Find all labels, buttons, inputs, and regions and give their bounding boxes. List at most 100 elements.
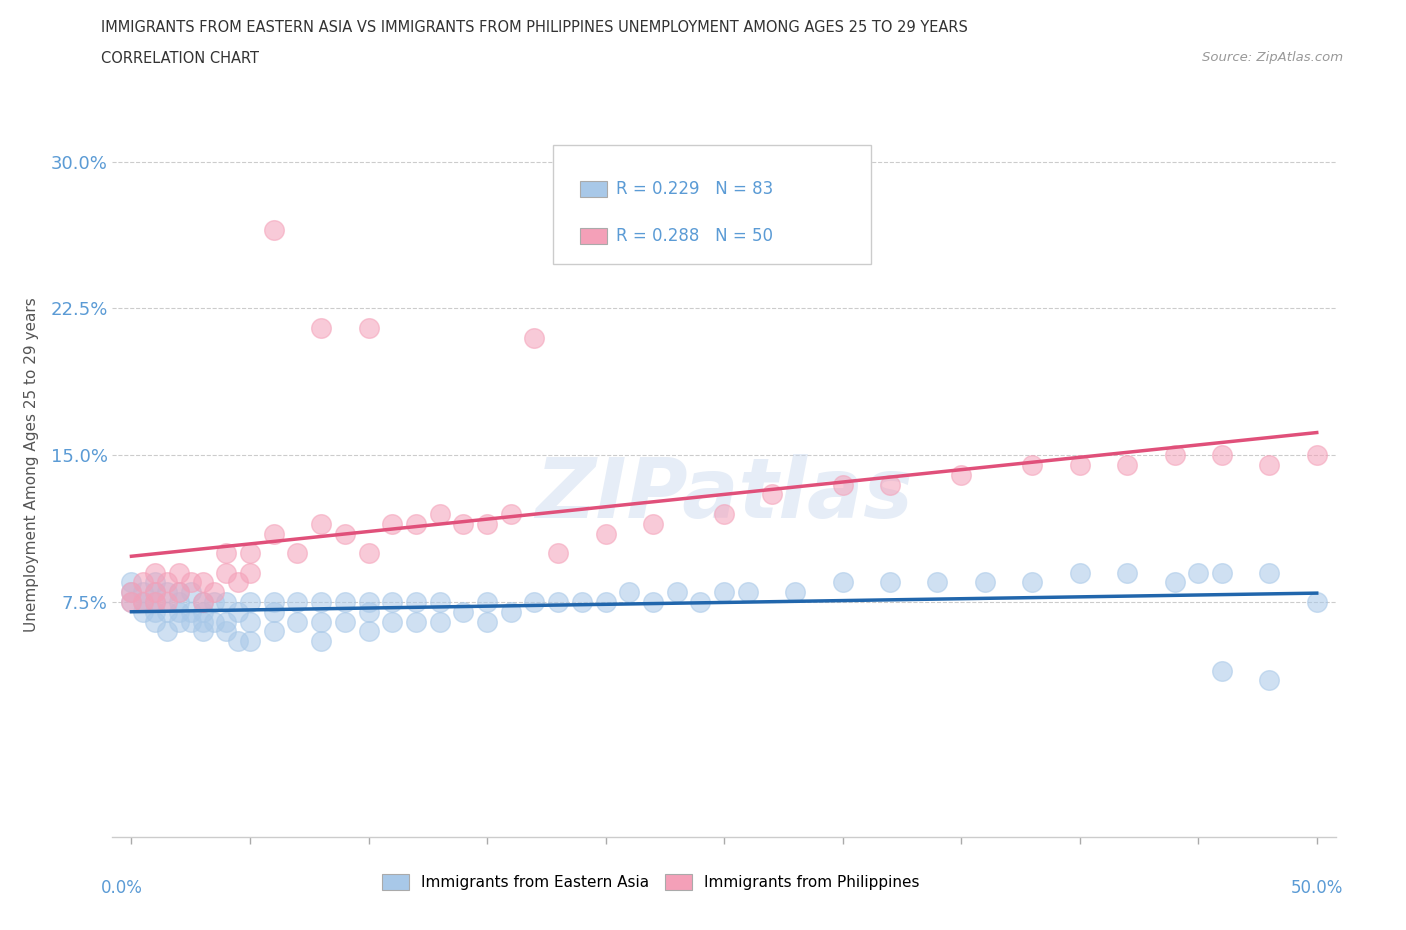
Point bbox=[180, 604, 202, 619]
Point bbox=[263, 594, 285, 609]
FancyBboxPatch shape bbox=[553, 145, 870, 264]
Point bbox=[156, 575, 179, 590]
Point bbox=[689, 594, 711, 609]
Point bbox=[167, 604, 190, 619]
Point bbox=[405, 516, 427, 531]
Point bbox=[143, 565, 166, 580]
Point bbox=[1258, 458, 1281, 472]
Point bbox=[287, 614, 309, 629]
Point bbox=[143, 585, 166, 600]
Point bbox=[1211, 663, 1233, 678]
Point bbox=[737, 585, 759, 600]
Point bbox=[215, 546, 238, 561]
Point bbox=[429, 614, 451, 629]
Point bbox=[226, 604, 249, 619]
Text: ZIPatlas: ZIPatlas bbox=[536, 454, 912, 536]
Point bbox=[191, 624, 214, 639]
Text: R = 0.288   N = 50: R = 0.288 N = 50 bbox=[616, 227, 773, 245]
Point bbox=[132, 604, 155, 619]
Point bbox=[120, 594, 142, 609]
Point bbox=[381, 594, 404, 609]
Point bbox=[263, 222, 285, 237]
Point bbox=[167, 585, 190, 600]
Point bbox=[180, 614, 202, 629]
Point bbox=[1116, 458, 1139, 472]
Point bbox=[191, 604, 214, 619]
Text: IMMIGRANTS FROM EASTERN ASIA VS IMMIGRANTS FROM PHILIPPINES UNEMPLOYMENT AMONG A: IMMIGRANTS FROM EASTERN ASIA VS IMMIGRAN… bbox=[101, 20, 969, 35]
Point bbox=[619, 585, 641, 600]
Text: 50.0%: 50.0% bbox=[1291, 879, 1343, 897]
Point bbox=[143, 594, 166, 609]
Point bbox=[357, 546, 380, 561]
Point bbox=[547, 546, 569, 561]
Point bbox=[405, 594, 427, 609]
Point bbox=[1116, 565, 1139, 580]
Point bbox=[263, 604, 285, 619]
Point bbox=[132, 594, 155, 609]
Point bbox=[1306, 447, 1329, 462]
Point bbox=[132, 575, 155, 590]
Point bbox=[167, 585, 190, 600]
Point bbox=[143, 594, 166, 609]
Point bbox=[429, 507, 451, 522]
Point bbox=[429, 594, 451, 609]
Point bbox=[357, 321, 380, 336]
Point bbox=[309, 633, 332, 648]
Point bbox=[1163, 447, 1185, 462]
Point bbox=[191, 575, 214, 590]
Point bbox=[132, 585, 155, 600]
Point bbox=[1069, 458, 1091, 472]
Point bbox=[263, 526, 285, 541]
Point bbox=[333, 594, 356, 609]
Point bbox=[453, 604, 475, 619]
Point bbox=[595, 594, 617, 609]
Point bbox=[156, 604, 179, 619]
Point bbox=[333, 526, 356, 541]
Point bbox=[357, 594, 380, 609]
Point bbox=[309, 594, 332, 609]
Text: Source: ZipAtlas.com: Source: ZipAtlas.com bbox=[1202, 51, 1343, 64]
Point bbox=[381, 614, 404, 629]
Point bbox=[287, 546, 309, 561]
Point bbox=[1211, 565, 1233, 580]
Point bbox=[453, 516, 475, 531]
Point bbox=[120, 585, 142, 600]
FancyBboxPatch shape bbox=[579, 228, 606, 244]
Point bbox=[547, 594, 569, 609]
Point bbox=[499, 507, 522, 522]
Point bbox=[167, 565, 190, 580]
Point bbox=[879, 477, 901, 492]
Point bbox=[204, 614, 226, 629]
Point bbox=[239, 546, 262, 561]
Point bbox=[309, 321, 332, 336]
Point bbox=[309, 516, 332, 531]
Point bbox=[191, 594, 214, 609]
Point bbox=[1163, 575, 1185, 590]
Point bbox=[381, 516, 404, 531]
FancyBboxPatch shape bbox=[579, 180, 606, 197]
Point bbox=[156, 624, 179, 639]
Point bbox=[226, 633, 249, 648]
Point bbox=[595, 526, 617, 541]
Point bbox=[132, 594, 155, 609]
Point bbox=[1069, 565, 1091, 580]
Point bbox=[1021, 458, 1043, 472]
Point bbox=[761, 487, 783, 502]
Point bbox=[1021, 575, 1043, 590]
Point bbox=[950, 468, 973, 483]
Point bbox=[475, 614, 498, 629]
Point bbox=[831, 575, 853, 590]
Point bbox=[641, 516, 664, 531]
Point bbox=[523, 330, 546, 345]
Point bbox=[713, 585, 735, 600]
Point bbox=[215, 594, 238, 609]
Point bbox=[215, 565, 238, 580]
Legend: Immigrants from Eastern Asia, Immigrants from Philippines: Immigrants from Eastern Asia, Immigrants… bbox=[375, 868, 927, 897]
Point bbox=[239, 565, 262, 580]
Point bbox=[191, 594, 214, 609]
Point bbox=[973, 575, 995, 590]
Point bbox=[1187, 565, 1209, 580]
Point bbox=[204, 594, 226, 609]
Point bbox=[785, 585, 807, 600]
Point bbox=[309, 614, 332, 629]
